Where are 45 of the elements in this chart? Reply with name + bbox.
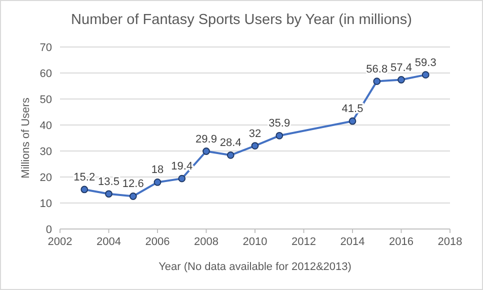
data-label: 59.3 [414,56,436,69]
x-tick-label: 2002 [48,236,72,248]
data-label: 57.4 [390,62,412,74]
x-tick-label: 2010 [242,236,268,248]
data-label: 32 [248,128,262,140]
x-axis-title: Year (No data available for 2012&2013) [158,261,352,273]
point [129,192,137,200]
point [422,71,430,79]
x-tick-label: 2018 [438,236,462,248]
point [154,178,162,186]
y-tick-label: 30 [40,146,52,158]
point [178,174,186,182]
point [373,78,381,86]
y-tick-label: 40 [40,120,52,132]
x-tick-label: 2006 [145,236,170,248]
data-label: 35.9 [268,118,290,130]
y-tick-label: 10 [40,198,52,210]
y-tick-label: 70 [40,42,52,54]
point [80,186,88,194]
y-tick-label: 20 [40,172,52,184]
point [105,190,112,198]
data-label: 29.9 [196,133,217,146]
data-label: 15.2 [74,171,96,184]
chart-title: Number of Fantasy Sports Users by Year (in millions) [71,12,412,28]
y-tick-label: 0 [46,224,52,236]
data-label: 28.4 [220,137,242,150]
data-label: 13.5 [98,176,120,188]
point [276,132,284,140]
x-tick-label: 2008 [194,236,218,248]
data-label: 12.6 [122,178,144,190]
x-tick-label: 2016 [389,236,414,248]
x-tick-label: 2014 [340,236,365,248]
data-label: 56.8 [366,63,388,76]
y-axis-title: Millions of Users [20,97,32,178]
data-label: 19.4 [171,160,193,173]
point [226,151,234,159]
y-tick-label: 50 [40,94,52,106]
x-tick-label: 2004 [96,236,121,248]
x-tick-label: 2012 [292,236,316,248]
point [202,148,210,155]
data-label: 18 [151,164,164,176]
y-tick-label: 60 [40,68,52,80]
point [398,76,405,84]
point [251,142,259,150]
point [348,117,356,125]
